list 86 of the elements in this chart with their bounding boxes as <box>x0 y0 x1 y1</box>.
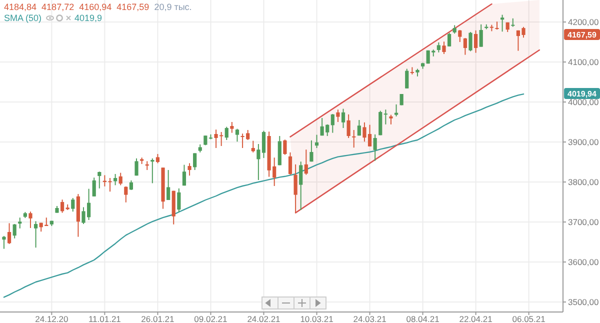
candlestick <box>479 24 483 48</box>
x-tick-label: 08.04.21 <box>406 314 440 323</box>
candlestick <box>177 188 181 212</box>
candlestick <box>442 41 446 54</box>
candlestick <box>98 171 102 189</box>
candlestick <box>235 128 240 142</box>
candlestick <box>447 32 452 47</box>
x-tick-label: 24.12.20 <box>35 314 68 323</box>
candlestick <box>230 122 234 134</box>
candlestick <box>500 14 504 32</box>
candlestick <box>405 68 409 89</box>
y-tick-label: 4100,00 <box>568 57 599 67</box>
candlestick <box>166 170 170 200</box>
annotation: 4187,72 <box>42 2 74 12</box>
candlestick <box>71 198 75 212</box>
y-tick-label: 3800,00 <box>568 177 599 187</box>
x-tick-label: 22.04.21 <box>459 314 493 323</box>
candlestick <box>34 220 38 248</box>
candlestick <box>373 134 377 162</box>
candlestick <box>436 42 440 53</box>
annotation: 4184,84 <box>4 2 37 12</box>
candlestick <box>7 222 12 244</box>
candlestick <box>384 109 388 125</box>
candlestick <box>468 32 472 52</box>
line-series <box>3 93 524 298</box>
x-tick-label: 24.02.21 <box>247 314 281 323</box>
candlestick <box>262 130 266 158</box>
candlestick <box>474 30 478 54</box>
y-tick-label: 3900,00 <box>568 137 599 147</box>
x-tick-label: 11.01.21 <box>88 314 122 323</box>
candlestick <box>124 186 128 203</box>
candlestick <box>314 134 319 148</box>
annotation: 4019,9 <box>74 13 102 23</box>
candlestick <box>346 114 350 138</box>
candlestick <box>288 152 292 176</box>
candlestick <box>182 164 186 186</box>
candlestick <box>92 177 96 197</box>
candlestick <box>251 140 255 153</box>
candlestick <box>134 158 138 176</box>
y-tick-label: 4000,00 <box>568 97 599 107</box>
candlestick <box>394 104 398 117</box>
text: SMA (50) <box>4 13 42 23</box>
candlestick <box>283 139 287 156</box>
x-tick-label: 09.02.21 <box>194 314 228 323</box>
candlestick <box>256 144 260 180</box>
x-tick-label: 26.01.21 <box>141 314 175 323</box>
candlestick <box>193 152 197 170</box>
candlestick <box>458 30 462 42</box>
candlestick <box>12 224 16 239</box>
annotation: 20,9 тыс. <box>154 2 192 12</box>
candlestick <box>299 161 303 210</box>
annotation: 4160,94 <box>79 2 112 12</box>
text: 4167,59 <box>568 30 598 40</box>
candlestick <box>114 174 118 186</box>
x-tick-label: 24.03.21 <box>353 314 387 323</box>
candlestick <box>463 38 467 56</box>
candlestick <box>341 108 346 128</box>
candlestick <box>378 110 382 136</box>
candlestick <box>224 126 228 140</box>
y-tick-label: 4200,00 <box>568 17 599 27</box>
y-tick-label: 3600,00 <box>568 257 599 267</box>
candlestick <box>18 217 22 229</box>
y-tick-label: 3700,00 <box>568 217 599 227</box>
candlestick <box>330 114 334 134</box>
candlestick <box>357 120 361 136</box>
candlestick <box>2 236 6 250</box>
candlestick <box>336 109 340 122</box>
candlestick <box>410 66 414 75</box>
candlestick <box>188 162 192 176</box>
candlestick <box>352 130 356 148</box>
annotation: 4167,59 <box>116 2 150 12</box>
candlestick <box>150 158 154 184</box>
y-tick-label: 3500,00 <box>568 297 599 307</box>
text: 4019,94 <box>568 90 598 99</box>
x-tick-label: 10.03.21 <box>300 314 334 323</box>
x-tick-label: 06.05.21 <box>512 314 546 323</box>
candlestick <box>60 199 64 214</box>
candlestick <box>118 172 122 186</box>
candlestick <box>389 114 393 125</box>
candlestick <box>304 149 308 176</box>
candlestick <box>129 180 134 190</box>
candlestick <box>156 154 160 164</box>
candlestick <box>294 164 298 214</box>
candlestick <box>310 140 314 162</box>
candlestick <box>278 136 282 166</box>
candlestick <box>28 211 32 228</box>
